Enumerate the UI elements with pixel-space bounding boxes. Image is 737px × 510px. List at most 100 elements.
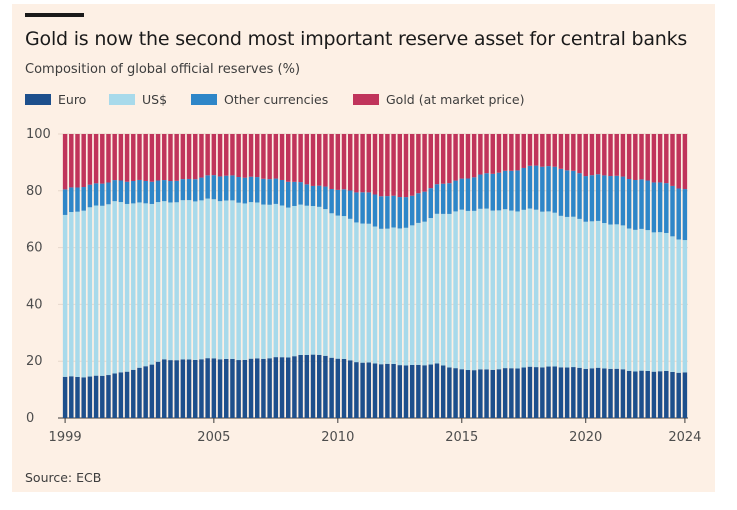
- bar-gold: [657, 134, 663, 183]
- bar-usd: [502, 209, 508, 369]
- bar-other: [193, 179, 198, 202]
- bar-euro: [162, 359, 167, 418]
- bar-other: [471, 177, 477, 211]
- bar-usd: [62, 214, 68, 377]
- bar-euro: [453, 368, 458, 418]
- bar-other: [670, 185, 675, 237]
- bar-usd: [416, 222, 421, 365]
- bar-usd: [323, 209, 328, 356]
- bar-gold: [447, 134, 452, 184]
- bar-euro: [292, 356, 297, 418]
- bar-usd: [409, 225, 415, 365]
- bar-usd: [664, 232, 669, 371]
- bar-other: [323, 186, 328, 210]
- bar-gold: [217, 134, 223, 177]
- bar-usd: [149, 203, 155, 365]
- bar-gold: [564, 134, 570, 171]
- bar-gold: [236, 134, 241, 178]
- bar-euro: [571, 367, 576, 418]
- bar-euro: [298, 354, 303, 418]
- bar-other: [651, 182, 657, 233]
- bar-other: [347, 190, 353, 219]
- bar-euro: [131, 369, 136, 418]
- bar-other: [155, 180, 161, 203]
- bar-gold: [378, 134, 384, 197]
- bar-usd: [174, 202, 179, 361]
- bar-gold: [372, 134, 378, 195]
- bar-usd: [124, 203, 130, 372]
- bar-other: [577, 173, 582, 219]
- bar-other: [310, 185, 316, 207]
- bar-euro: [155, 361, 161, 418]
- bar-gold: [112, 134, 117, 181]
- bar-usd: [329, 213, 334, 358]
- bar-usd: [366, 223, 372, 363]
- bar-gold: [211, 134, 217, 176]
- bar-gold: [571, 134, 576, 171]
- bar-other: [602, 175, 607, 224]
- bar-euro: [193, 359, 198, 418]
- bar-other: [397, 197, 403, 229]
- legend-swatch-euro: [25, 94, 51, 105]
- bar-usd: [633, 229, 638, 372]
- bar-other: [354, 192, 359, 223]
- bar-usd: [496, 210, 502, 370]
- bar-euro: [564, 367, 570, 418]
- bar-other: [199, 177, 204, 201]
- bar-gold: [329, 134, 334, 189]
- bar-other: [378, 196, 384, 229]
- bar-other: [583, 176, 588, 222]
- bar-euro: [478, 369, 483, 418]
- bar-usd: [248, 202, 254, 359]
- bar-euro: [242, 359, 248, 418]
- bar-usd: [341, 216, 347, 359]
- bar-usd: [217, 201, 223, 360]
- bar-other: [558, 168, 564, 216]
- bar-euro: [143, 366, 148, 418]
- bar-other: [279, 179, 285, 206]
- bar-usd: [564, 216, 570, 368]
- bar-usd: [434, 213, 440, 364]
- bar-euro: [471, 370, 477, 418]
- bar-gold: [664, 134, 669, 184]
- bar-euro: [199, 359, 204, 418]
- bar-euro: [490, 369, 495, 418]
- bar-usd: [682, 240, 688, 373]
- bar-gold: [515, 134, 520, 171]
- bar-gold: [676, 134, 681, 189]
- legend-label-other: Other currencies: [224, 92, 329, 107]
- bar-gold: [533, 134, 539, 166]
- bar-euro: [112, 373, 117, 418]
- y-tick-label: 100: [26, 127, 51, 142]
- bar-gold: [69, 134, 74, 188]
- bar-other: [440, 183, 446, 214]
- bar-gold: [626, 134, 632, 179]
- bar-euro: [255, 358, 260, 418]
- bar-other: [329, 188, 334, 214]
- bar-usd: [372, 226, 378, 364]
- bar-usd: [211, 199, 217, 359]
- bar-gold: [143, 134, 148, 181]
- bar-usd: [118, 202, 124, 373]
- bar-gold: [193, 134, 198, 180]
- bar-gold: [546, 134, 551, 167]
- bar-euro: [286, 357, 291, 418]
- bar-other: [478, 174, 483, 209]
- bar-euro: [323, 355, 328, 418]
- bar-gold: [682, 134, 688, 190]
- bar-euro: [670, 371, 675, 418]
- bar-gold: [316, 134, 322, 186]
- bar-gold: [453, 134, 458, 181]
- bar-other: [608, 176, 613, 225]
- bar-usd: [205, 198, 210, 359]
- bar-usd: [577, 218, 582, 368]
- bar-other: [267, 179, 272, 205]
- bar-other: [657, 182, 663, 233]
- bar-usd: [304, 205, 310, 355]
- bar-other: [540, 166, 545, 212]
- bar-gold: [224, 134, 229, 176]
- bar-other: [521, 167, 526, 210]
- bar-euro: [137, 367, 142, 418]
- bar-usd: [298, 204, 303, 355]
